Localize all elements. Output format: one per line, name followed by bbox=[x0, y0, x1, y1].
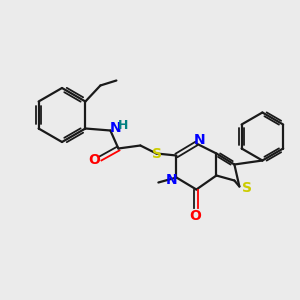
Text: N: N bbox=[194, 133, 205, 146]
Text: N: N bbox=[110, 122, 121, 136]
Text: O: O bbox=[189, 208, 201, 223]
Text: H: H bbox=[118, 119, 129, 132]
Text: N: N bbox=[166, 173, 177, 188]
Text: S: S bbox=[152, 148, 162, 161]
Text: O: O bbox=[88, 154, 100, 167]
Text: S: S bbox=[242, 182, 252, 196]
